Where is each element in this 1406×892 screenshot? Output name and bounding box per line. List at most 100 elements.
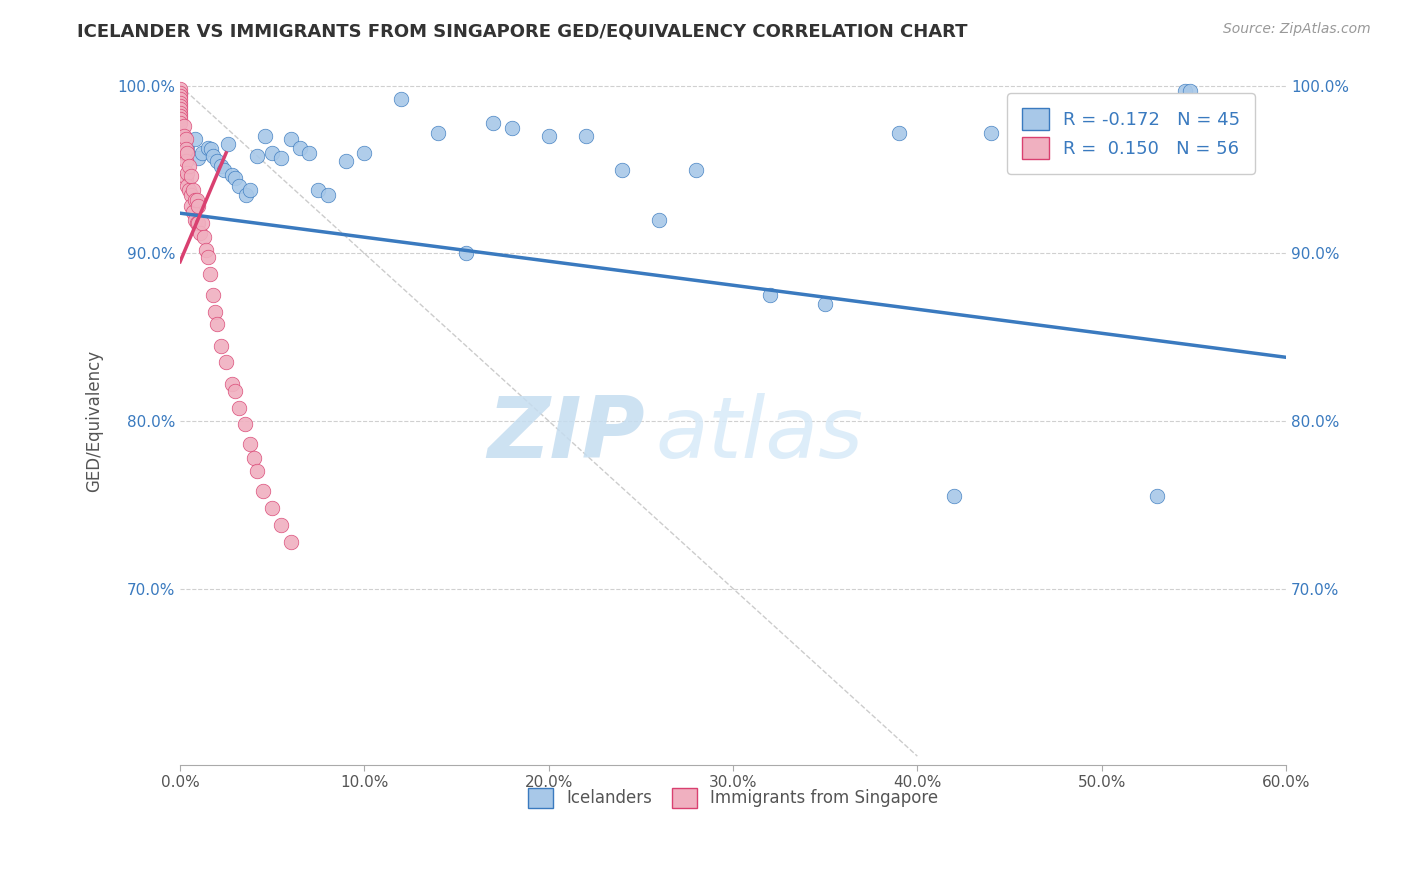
Point — [169, 88, 191, 103]
Point — [574, 129, 596, 144]
Point — [233, 417, 256, 432]
Point — [202, 149, 225, 163]
Point — [353, 145, 375, 160]
Point — [246, 464, 269, 478]
Point — [169, 103, 191, 117]
Point — [217, 137, 239, 152]
Legend: Icelanders, Immigrants from Singapore: Icelanders, Immigrants from Singapore — [522, 780, 945, 814]
Text: ZIP: ZIP — [486, 393, 644, 476]
Point — [169, 105, 191, 120]
Point — [280, 132, 302, 146]
Point — [191, 216, 214, 230]
Point — [501, 120, 523, 135]
Point — [228, 401, 250, 415]
Point — [186, 193, 208, 207]
Point — [215, 355, 238, 369]
Point — [262, 145, 284, 160]
Point — [887, 126, 910, 140]
Point — [181, 183, 204, 197]
Point — [1146, 489, 1168, 503]
Point — [187, 216, 209, 230]
Point — [180, 199, 202, 213]
Point — [209, 159, 232, 173]
Point — [186, 216, 208, 230]
Point — [169, 82, 191, 96]
Point — [169, 112, 191, 127]
Point — [184, 132, 207, 146]
Point — [169, 92, 191, 106]
Point — [1174, 84, 1197, 98]
Point — [179, 159, 201, 173]
Y-axis label: GED/Equivalency: GED/Equivalency — [86, 350, 103, 492]
Point — [187, 199, 209, 213]
Point — [980, 126, 1002, 140]
Point — [180, 187, 202, 202]
Text: atlas: atlas — [655, 393, 863, 476]
Point — [262, 501, 284, 516]
Point — [184, 213, 207, 227]
Point — [204, 305, 226, 319]
Point — [280, 534, 302, 549]
Point — [174, 154, 197, 169]
Text: ICELANDER VS IMMIGRANTS FROM SINGAPORE GED/EQUIVALENCY CORRELATION CHART: ICELANDER VS IMMIGRANTS FROM SINGAPORE G… — [77, 22, 967, 40]
Point — [239, 437, 262, 451]
Point — [176, 166, 198, 180]
Point — [187, 151, 209, 165]
Point — [389, 92, 412, 106]
Point — [193, 229, 215, 244]
Point — [759, 288, 782, 302]
Point — [221, 377, 243, 392]
Point — [246, 149, 269, 163]
Point — [612, 162, 634, 177]
Point — [169, 109, 191, 123]
Point — [169, 86, 191, 100]
Point — [228, 179, 250, 194]
Point — [173, 145, 195, 160]
Point — [242, 450, 264, 465]
Point — [235, 187, 257, 202]
Point — [239, 183, 262, 197]
Point — [685, 162, 707, 177]
Point — [537, 129, 560, 144]
Point — [179, 183, 201, 197]
Point — [214, 162, 236, 177]
Point — [194, 243, 217, 257]
Point — [184, 193, 207, 207]
Point — [169, 95, 191, 110]
Point — [943, 489, 966, 503]
Point — [169, 99, 191, 113]
Point — [316, 187, 339, 202]
Point — [482, 116, 505, 130]
Point — [174, 143, 197, 157]
Point — [427, 126, 450, 140]
Point — [221, 168, 243, 182]
Point — [191, 145, 214, 160]
Point — [298, 145, 321, 160]
Point — [169, 116, 191, 130]
Point — [202, 288, 225, 302]
Point — [209, 338, 232, 352]
Point — [176, 143, 198, 157]
Point — [174, 132, 197, 146]
Point — [180, 169, 202, 184]
Point — [198, 267, 221, 281]
Point — [648, 213, 671, 227]
Point — [197, 250, 219, 264]
Point — [173, 129, 195, 144]
Text: Source: ZipAtlas.com: Source: ZipAtlas.com — [1223, 22, 1371, 37]
Point — [176, 145, 198, 160]
Point — [197, 141, 219, 155]
Point — [288, 141, 311, 155]
Point — [224, 384, 246, 398]
Point — [188, 227, 211, 241]
Point — [270, 517, 292, 532]
Point — [173, 119, 195, 133]
Point — [224, 171, 246, 186]
Point — [335, 154, 357, 169]
Point — [205, 317, 228, 331]
Point — [454, 246, 477, 260]
Point — [176, 179, 198, 194]
Point — [1178, 84, 1201, 98]
Point — [270, 151, 292, 165]
Point — [253, 129, 276, 144]
